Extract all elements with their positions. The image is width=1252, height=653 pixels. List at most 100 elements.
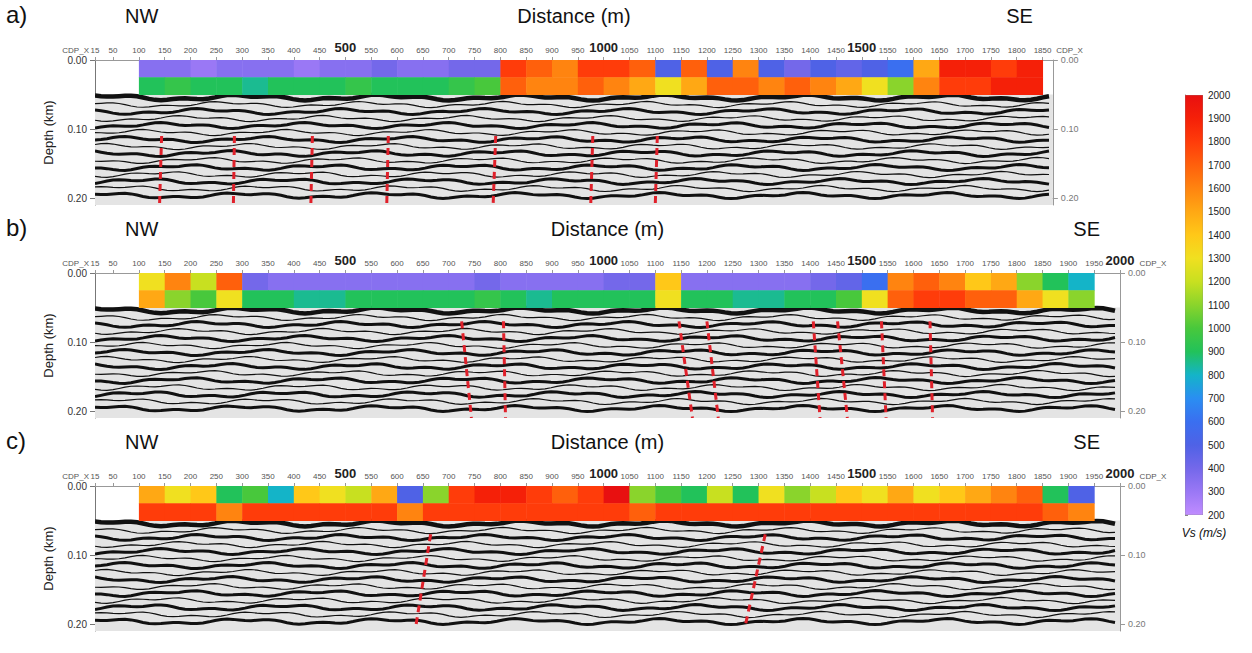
svg-text:1750: 1750: [982, 472, 1000, 481]
svg-text:1850: 1850: [1034, 472, 1052, 481]
svg-text:SE: SE: [1006, 5, 1033, 27]
svg-text:1000: 1000: [589, 253, 618, 268]
svg-text:1800: 1800: [1208, 136, 1231, 147]
svg-text:1550: 1550: [879, 472, 897, 481]
svg-text:600: 600: [390, 472, 404, 481]
svg-text:1000: 1000: [1208, 323, 1231, 334]
svg-text:700: 700: [442, 46, 456, 55]
svg-text:800: 800: [494, 259, 508, 268]
svg-text:1250: 1250: [724, 472, 742, 481]
svg-text:1550: 1550: [879, 46, 897, 55]
svg-text:1900: 1900: [1059, 259, 1077, 268]
svg-text:1850: 1850: [1034, 259, 1052, 268]
svg-text:500: 500: [1208, 440, 1225, 451]
svg-text:950: 950: [571, 259, 585, 268]
svg-text:1350: 1350: [775, 46, 793, 55]
svg-text:15: 15: [91, 46, 100, 55]
svg-text:550: 550: [365, 472, 379, 481]
svg-text:0.00: 0.00: [68, 55, 88, 66]
svg-text:0.10: 0.10: [68, 337, 88, 348]
svg-text:1100: 1100: [647, 46, 665, 55]
svg-text:100: 100: [132, 259, 146, 268]
svg-text:450: 450: [313, 259, 327, 268]
svg-text:15: 15: [91, 259, 100, 268]
svg-text:1400: 1400: [801, 472, 819, 481]
svg-text:Depth (km): Depth (km): [41, 313, 56, 377]
svg-text:SE: SE: [1073, 431, 1100, 453]
svg-text:400: 400: [287, 46, 301, 55]
svg-text:900: 900: [545, 472, 559, 481]
svg-text:1200: 1200: [698, 472, 716, 481]
svg-text:1600: 1600: [905, 46, 923, 55]
svg-text:1950: 1950: [1085, 472, 1103, 481]
svg-text:NW: NW: [125, 5, 158, 27]
svg-text:Depth (km): Depth (km): [41, 100, 56, 164]
svg-text:650: 650: [416, 259, 430, 268]
svg-text:800: 800: [494, 46, 508, 55]
svg-text:1700: 1700: [956, 259, 974, 268]
svg-text:0.20: 0.20: [1128, 619, 1146, 629]
svg-text:1650: 1650: [930, 46, 948, 55]
svg-text:0.20: 0.20: [68, 193, 88, 204]
svg-text:700: 700: [1208, 393, 1225, 404]
svg-text:1000: 1000: [589, 466, 618, 481]
svg-text:0.10: 0.10: [68, 124, 88, 135]
svg-text:Depth (km): Depth (km): [41, 526, 56, 590]
svg-text:450: 450: [313, 46, 327, 55]
svg-text:0.20: 0.20: [1128, 406, 1146, 416]
svg-text:1800: 1800: [1008, 46, 1026, 55]
svg-text:0.00: 0.00: [1128, 481, 1146, 491]
svg-text:750: 750: [468, 259, 482, 268]
svg-text:1600: 1600: [905, 259, 923, 268]
svg-text:800: 800: [494, 472, 508, 481]
svg-text:200: 200: [1208, 510, 1225, 521]
svg-text:NW: NW: [125, 431, 158, 453]
svg-text:1400: 1400: [801, 46, 819, 55]
svg-text:2000: 2000: [1106, 466, 1135, 481]
svg-text:1900: 1900: [1059, 472, 1077, 481]
svg-text:250: 250: [210, 259, 224, 268]
svg-text:950: 950: [571, 46, 585, 55]
svg-text:700: 700: [442, 472, 456, 481]
svg-text:250: 250: [210, 472, 224, 481]
svg-text:0.20: 0.20: [1061, 193, 1079, 203]
svg-text:b): b): [6, 214, 27, 241]
svg-text:1800: 1800: [1008, 472, 1026, 481]
svg-text:1500: 1500: [847, 40, 876, 55]
svg-text:1450: 1450: [827, 472, 845, 481]
svg-text:600: 600: [1208, 416, 1225, 427]
svg-text:1150: 1150: [672, 472, 690, 481]
svg-text:CDP_X: CDP_X: [62, 46, 89, 55]
svg-text:350: 350: [261, 472, 275, 481]
svg-text:0.00: 0.00: [1128, 268, 1146, 278]
svg-text:600: 600: [390, 46, 404, 55]
svg-text:50: 50: [109, 472, 118, 481]
svg-text:CDP_X: CDP_X: [1140, 472, 1167, 481]
svg-text:0.10: 0.10: [1128, 550, 1146, 560]
svg-text:1300: 1300: [750, 259, 768, 268]
svg-text:200: 200: [184, 472, 198, 481]
svg-text:750: 750: [468, 472, 482, 481]
svg-text:400: 400: [287, 472, 301, 481]
svg-text:200: 200: [184, 259, 198, 268]
svg-text:900: 900: [545, 46, 559, 55]
svg-text:400: 400: [287, 259, 301, 268]
svg-text:1400: 1400: [1208, 230, 1231, 241]
svg-text:1250: 1250: [724, 46, 742, 55]
svg-text:1300: 1300: [1208, 253, 1231, 264]
svg-text:450: 450: [313, 472, 327, 481]
svg-text:1400: 1400: [801, 259, 819, 268]
svg-text:550: 550: [365, 259, 379, 268]
svg-text:50: 50: [109, 46, 118, 55]
svg-text:900: 900: [545, 259, 559, 268]
svg-text:1850: 1850: [1034, 46, 1052, 55]
svg-text:150: 150: [158, 46, 172, 55]
svg-text:350: 350: [261, 259, 275, 268]
svg-text:300: 300: [235, 46, 249, 55]
svg-text:1350: 1350: [775, 472, 793, 481]
svg-text:650: 650: [416, 472, 430, 481]
svg-text:1650: 1650: [930, 259, 948, 268]
svg-text:550: 550: [365, 46, 379, 55]
svg-text:0.00: 0.00: [1061, 55, 1079, 65]
svg-text:400: 400: [1208, 463, 1225, 474]
